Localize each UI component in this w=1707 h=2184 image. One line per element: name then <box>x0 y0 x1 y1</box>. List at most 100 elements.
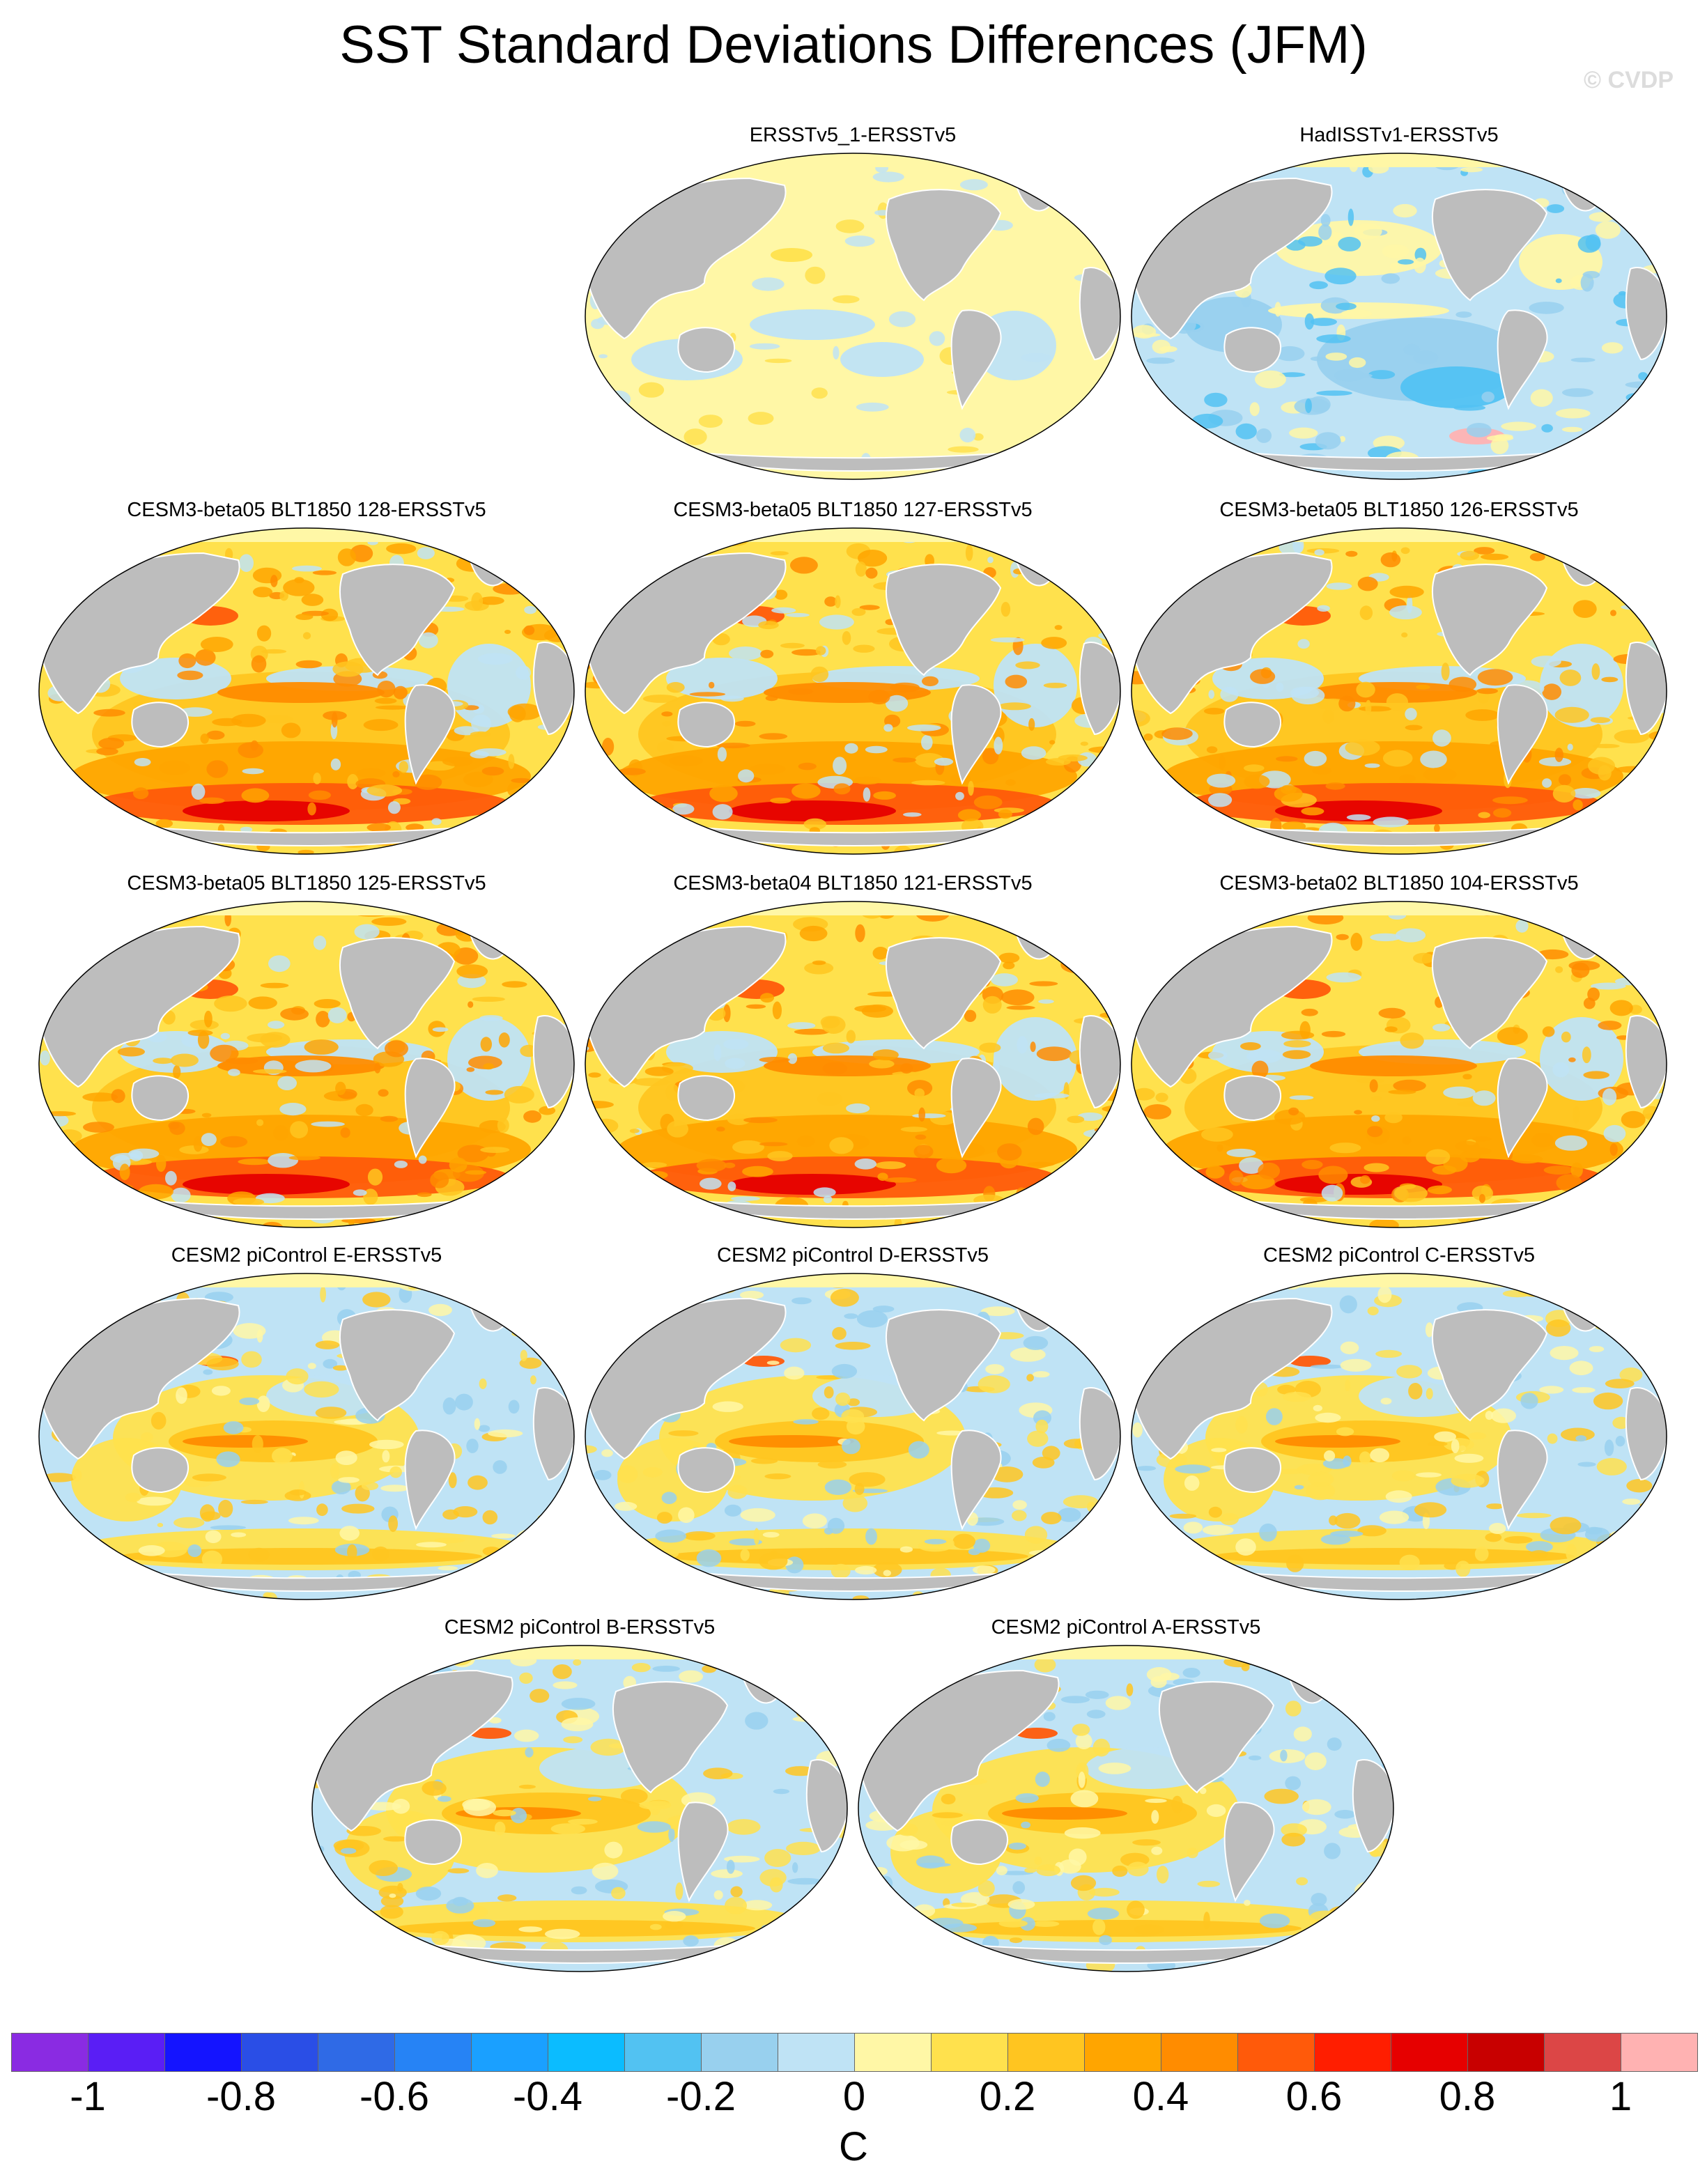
anomaly-speckle <box>279 1103 307 1116</box>
anomaly-speckle <box>822 1062 848 1075</box>
anomaly-speckle <box>214 996 247 1012</box>
anomaly-speckle <box>1165 824 1179 841</box>
anomaly-speckle <box>769 1877 783 1893</box>
anomaly-speckle <box>1060 1556 1067 1565</box>
anomaly-speckle <box>1632 1278 1655 1287</box>
colorbar-tick-label: 1 <box>1609 2074 1632 2119</box>
anomaly-speckle <box>1177 810 1190 820</box>
anomaly-speckle <box>463 544 489 561</box>
anomaly-speckle <box>337 548 356 566</box>
anomaly-speckle <box>1266 1408 1283 1425</box>
anomaly-speckle <box>1427 1441 1448 1446</box>
anomaly-speckle <box>1372 1696 1393 1711</box>
anomaly-speckle <box>277 1076 297 1090</box>
anomaly-speckle <box>405 823 424 832</box>
anomaly-speckle <box>170 1053 199 1067</box>
anomaly-speckle <box>610 791 635 808</box>
anomaly-speckle <box>991 1466 1024 1482</box>
anomaly-speckle <box>1151 1846 1163 1855</box>
anomaly-speckle <box>1216 535 1224 540</box>
anomaly-speckle <box>874 1659 886 1674</box>
anomaly-speckle <box>1042 1285 1056 1296</box>
anomaly-speckle <box>1096 978 1106 995</box>
map-panel: CESM2 piControl C-ERSSTv5 <box>1129 1243 1669 1602</box>
anomaly-speckle <box>366 784 403 797</box>
colorbar-tick-label: 0.6 <box>1285 2074 1343 2119</box>
anomaly-speckle <box>1598 765 1612 781</box>
anomaly-speckle <box>509 705 526 722</box>
anomaly-speckle <box>1311 1893 1327 1907</box>
anomaly-speckle <box>842 1438 860 1455</box>
anomaly-speckle <box>1394 1184 1428 1202</box>
anomaly-speckle <box>968 780 974 796</box>
map-plot <box>858 1645 1394 1972</box>
anomaly-speckle <box>1329 1905 1358 1919</box>
anomaly-speckle <box>1325 782 1345 790</box>
anomaly-speckle <box>1021 353 1051 362</box>
anomaly-region <box>1289 1356 1331 1367</box>
anomaly-speckle <box>378 1885 407 1900</box>
anomaly-speckle <box>1589 1280 1605 1290</box>
anomaly-speckle <box>1282 1050 1311 1060</box>
anomaly-speckle <box>312 1924 316 1938</box>
anomaly-speckle <box>335 1450 357 1465</box>
anomaly-speckle <box>1203 1912 1210 1930</box>
anomaly-speckle <box>1345 550 1358 557</box>
anomaly-speckle <box>1268 1645 1283 1657</box>
anomaly-speckle <box>1638 372 1648 380</box>
anomaly-speckle <box>830 1288 859 1307</box>
anomaly-speckle <box>1301 807 1324 816</box>
anomaly-speckle <box>537 528 560 542</box>
anomaly-speckle <box>437 1795 451 1802</box>
land-shape <box>339 564 456 676</box>
anomaly-speckle <box>1175 466 1198 479</box>
anomaly-speckle <box>1434 823 1440 832</box>
anomaly-speckle <box>1632 601 1667 606</box>
anomaly-speckle <box>771 1952 781 1965</box>
anomaly-speckle <box>1414 257 1426 274</box>
anomaly-speckle <box>667 1120 688 1138</box>
anomaly-speckle <box>330 1463 340 1479</box>
anomaly-speckle <box>252 1435 263 1453</box>
anomaly-speckle <box>1598 1021 1622 1030</box>
anomaly-speckle <box>223 1421 244 1434</box>
anomaly-speckle <box>399 761 408 773</box>
anomaly-speckle <box>585 787 605 792</box>
map-panel: CESM3-beta05 BLT1850 128-ERSSTv5 <box>36 497 577 857</box>
anomaly-speckle <box>77 956 87 972</box>
map-panel: CESM3-beta05 BLT1850 127-ERSSTv5 <box>582 497 1123 857</box>
anomaly-speckle <box>812 1407 830 1420</box>
anomaly-speckle <box>1364 1898 1374 1910</box>
anomaly-speckle <box>803 818 826 830</box>
anomaly-speckle <box>849 1472 886 1487</box>
anomaly-speckle <box>295 1060 332 1073</box>
anomaly-speckle <box>508 754 515 769</box>
colorbar <box>11 2033 1698 2072</box>
map-panel: HadISSTv1-ERSSTv5 <box>1129 123 1669 482</box>
anomaly-speckle <box>1131 1581 1152 1590</box>
anomaly-speckle <box>873 791 896 800</box>
anomaly-speckle <box>1156 789 1170 806</box>
anomaly-speckle <box>542 1284 571 1293</box>
anomaly-speckle <box>1102 937 1120 955</box>
anomaly-speckle <box>727 1113 751 1125</box>
anomaly-speckle <box>585 1503 593 1517</box>
anomaly-speckle <box>525 1747 534 1758</box>
anomaly-speckle <box>1132 1839 1161 1846</box>
anomaly-speckle <box>854 1159 876 1170</box>
anomaly-speckle <box>665 1920 683 1930</box>
anomaly-speckle <box>386 543 417 555</box>
anomaly-speckle <box>914 1657 926 1662</box>
anomaly-speckle <box>1587 987 1600 1002</box>
anomaly-speckle <box>679 1670 704 1683</box>
anomaly-speckle <box>1087 1907 1120 1920</box>
anomaly-speckle <box>1067 1278 1097 1295</box>
map-plot <box>311 1645 848 1972</box>
anomaly-region <box>939 1920 1302 1937</box>
anomaly-speckle <box>157 1523 164 1528</box>
anomaly-speckle <box>1451 1473 1485 1488</box>
anomaly-speckle <box>312 1903 328 1910</box>
anomaly-speckle <box>1143 1104 1172 1120</box>
anomaly-speckle <box>1474 547 1495 555</box>
anomaly-region <box>1540 1017 1623 1101</box>
